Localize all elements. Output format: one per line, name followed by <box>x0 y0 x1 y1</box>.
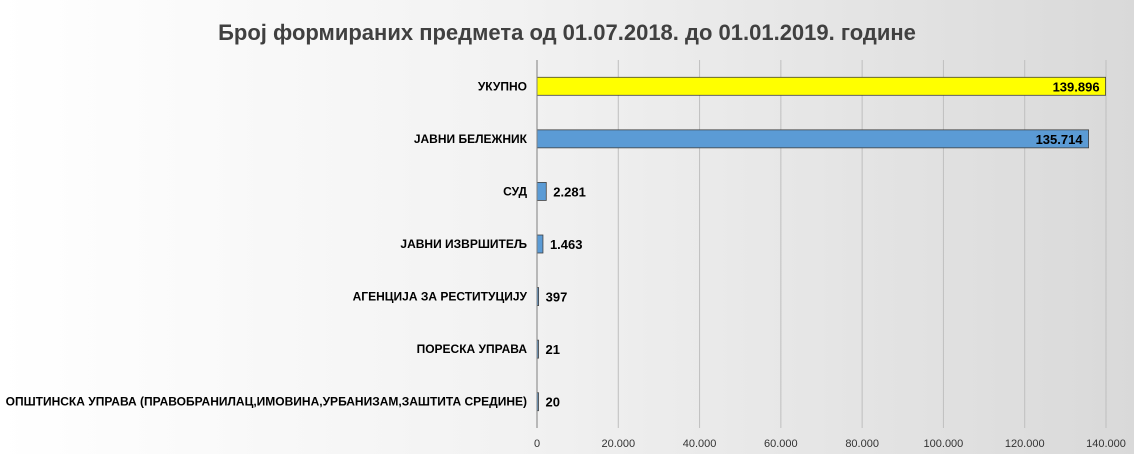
value-label: 139.896 <box>1053 79 1100 94</box>
category-label: ЈАВНИ ИЗВРШИТЕЉ <box>400 237 527 251</box>
x-tick-label: 100.000 <box>924 438 964 450</box>
value-label: 2.281 <box>553 184 586 199</box>
category-label: ОПШТИНСКА УПРАВА (ПРАВОБРАНИЛАЦ,ИМОВИНА,… <box>6 395 527 409</box>
x-tick-label: 120.000 <box>1005 438 1045 450</box>
x-tick-label: 20.000 <box>601 438 635 450</box>
category-label: ЈАВНИ БЕЛЕЖНИК <box>414 132 528 146</box>
value-labels: 139.896 135.714 2.281 1.463 397 21 20 <box>546 79 1100 409</box>
chart-title: Број формираних предмета од 01.07.2018. … <box>218 20 916 45</box>
x-tick-label: 60.000 <box>764 438 798 450</box>
category-label: УКУПНО <box>478 79 527 93</box>
x-tick-label: 40.000 <box>683 438 717 450</box>
value-label: 21 <box>546 342 560 357</box>
bar <box>536 76 1106 96</box>
value-label: 1.463 <box>550 237 583 252</box>
value-label: 20 <box>546 395 560 410</box>
x-axis-tick-labels: 0 20.000 40.000 60.000 80.000 100.000 120.000 1… <box>534 438 1126 450</box>
x-tick-label: 0 <box>534 438 540 450</box>
bars <box>536 76 1106 412</box>
gridlines <box>617 60 1107 428</box>
bar <box>536 129 1089 149</box>
x-tick-label: 80.000 <box>845 438 879 450</box>
bar <box>536 182 547 201</box>
x-tick-label: 140.000 <box>1086 438 1126 450</box>
value-label: 135.714 <box>1036 132 1084 147</box>
category-label: АГЕНЦИЈА ЗА РЕСТИТУЦИЈУ <box>353 290 528 304</box>
category-label: ПОРЕСКА УПРАВА <box>417 342 528 356</box>
bar <box>536 234 544 254</box>
category-labels: УКУПНО ЈАВНИ БЕЛЕЖНИК СУД ЈАВНИ ИЗВРШИТЕЉ АГ… <box>6 79 528 408</box>
category-label: СУД <box>503 184 527 198</box>
value-label: 397 <box>546 290 568 305</box>
